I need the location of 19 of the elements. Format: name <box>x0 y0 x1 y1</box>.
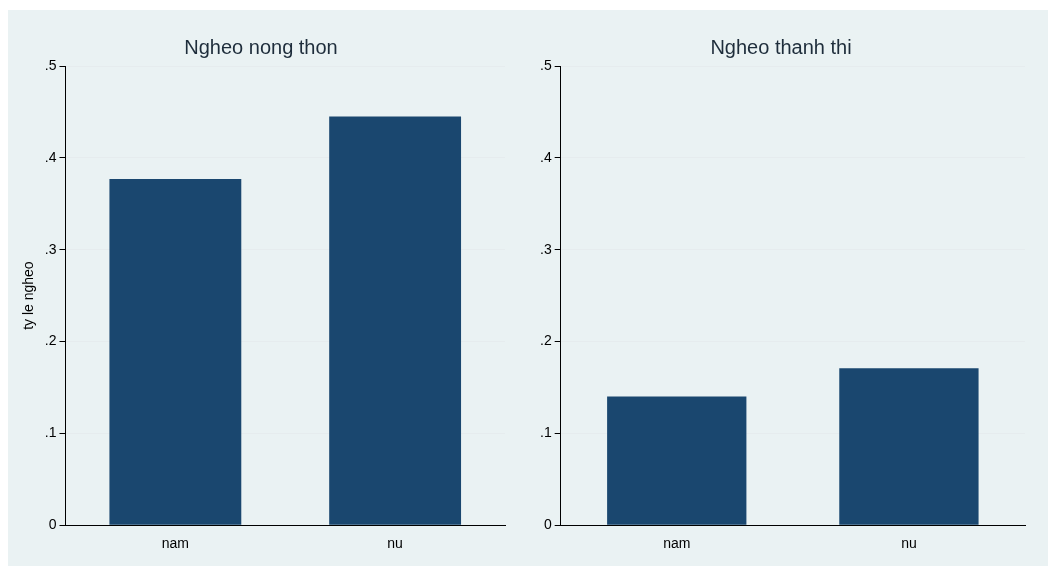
y-tick-label: .5 <box>539 56 552 73</box>
y-tick-label: .4 <box>539 148 552 165</box>
y-tick-label: .3 <box>44 240 57 257</box>
y-tick-label: .4 <box>44 148 57 165</box>
y-tick-label: 0 <box>48 516 57 533</box>
y-axis-title: ty le ngheo <box>20 261 37 330</box>
y-tick-label: .1 <box>539 424 552 441</box>
x-tick-label: nam <box>161 535 189 552</box>
y-tick-label: .2 <box>44 332 57 349</box>
y-tick-label: .5 <box>44 56 57 73</box>
chart-title: Ngheo thanh thi <box>710 35 852 58</box>
x-tick-label: nu <box>387 535 403 552</box>
y-tick-label: .2 <box>539 332 552 349</box>
chart-title: Ngheo nong thon <box>184 35 338 58</box>
y-tick-label: .3 <box>539 240 552 257</box>
y-tick-label: .1 <box>44 424 57 441</box>
x-tick-label: nu <box>901 535 917 552</box>
y-tick-label: 0 <box>543 516 552 533</box>
x-tick-label: nam <box>663 535 691 552</box>
